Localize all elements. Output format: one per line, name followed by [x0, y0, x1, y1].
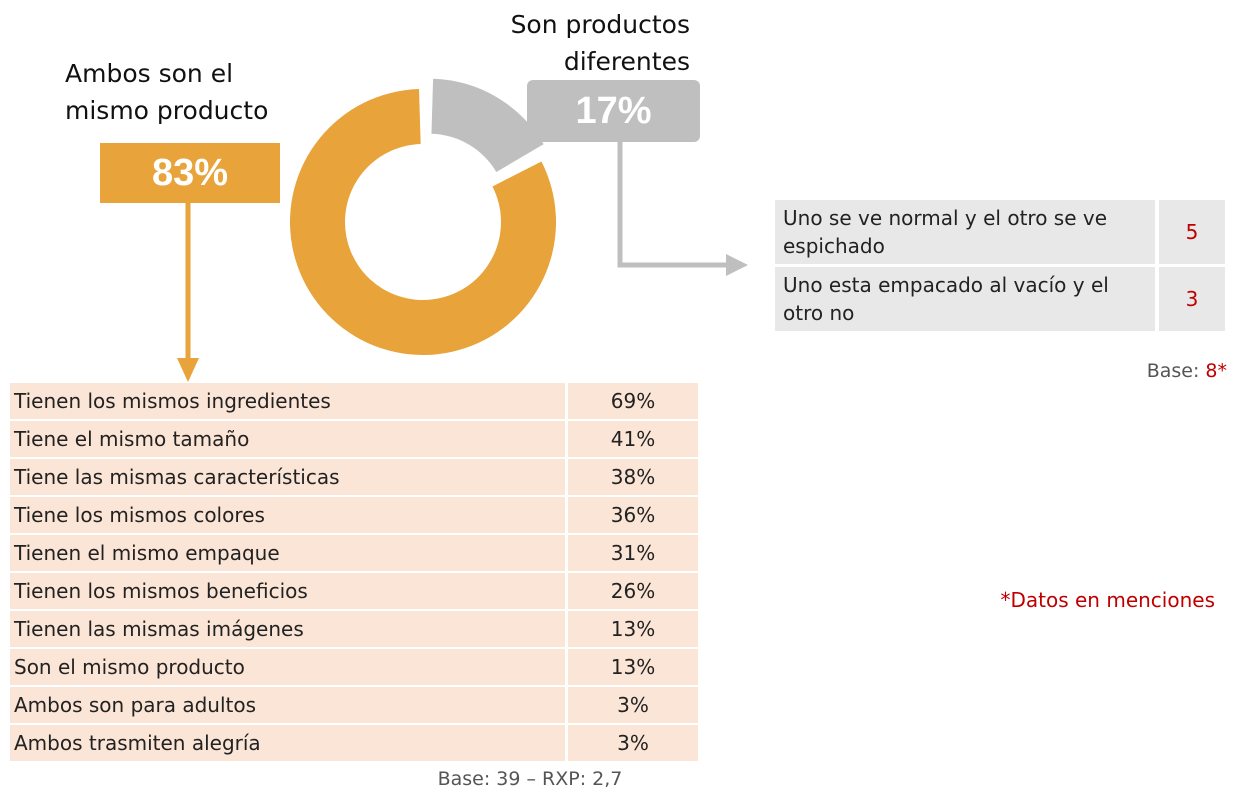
value-cell: 13% [565, 648, 698, 687]
label-cell: Uno se ve normal y el otro se ve espicha… [775, 200, 1157, 267]
base-value: 8* [1205, 360, 1227, 382]
row: Uno esta empacado al vacío y el otro no 3 [775, 265, 1225, 334]
value-cell: 36% [565, 496, 698, 535]
row: Tiene el mismo tamaño 41% [10, 420, 698, 459]
category-label: Ambos son el mismo producto [65, 59, 269, 125]
base: Base: 8* [1147, 360, 1227, 382]
differences-table: Uno se ve normal y el otro se ve espicha… [775, 200, 1225, 334]
arrow-head [726, 254, 748, 276]
label-cell: Tienen las mismas imágenes [10, 610, 567, 649]
row: Son el mismo producto 13% [10, 648, 698, 687]
arrow-line [617, 142, 728, 268]
label-cell: Ambos trasmiten alegría [10, 724, 567, 763]
label-cell: Tienen el mismo empaque [10, 534, 567, 573]
value-cell: 3 [1155, 265, 1225, 334]
base-label: Base: [1146, 360, 1200, 382]
value-cell: 5 [1155, 200, 1225, 267]
label-cell: Tiene las mismas características [10, 458, 567, 497]
row: Tienen las mismas imágenes 13% [10, 610, 698, 649]
row: Tienen el mismo empaque 31% [10, 534, 698, 573]
donut-slice [431, 78, 544, 173]
value-cell: 13% [565, 610, 698, 649]
label-cell: Tiene los mismos colores [10, 496, 567, 535]
value-label: 17% [527, 80, 700, 142]
label-cell: Ambos son para adultos [10, 686, 567, 725]
value-cell: 31% [565, 534, 698, 573]
donut-slice [290, 89, 556, 355]
label-cell: Tiene el mismo tamaño [10, 420, 567, 459]
value-cell: 3% [565, 724, 698, 763]
value-cell: 38% [565, 458, 698, 497]
category-label: Son productos diferentes [510, 10, 690, 76]
label-cell: Tienen los mismos beneficios [10, 572, 567, 611]
arrow-head [177, 358, 199, 382]
value-cell: 41% [565, 420, 698, 459]
label-cell: Tienen los mismos ingredientes [10, 383, 567, 421]
value-label: 83% [100, 143, 280, 203]
similarities-table: Tienen los mismos ingredientes 69% Tiene e… [10, 383, 698, 763]
row: Tienen los mismos ingredientes 69% [10, 383, 698, 421]
row: Uno se ve normal y el otro se ve espicha… [775, 200, 1225, 267]
label-cell: Uno esta empacado al vacío y el otro no [775, 265, 1157, 334]
value-cell: 26% [565, 572, 698, 611]
note: *Datos en menciones [1000, 588, 1215, 612]
value-cell: 3% [565, 686, 698, 725]
base: Base: 39 – RXP: 2,7 [437, 768, 623, 790]
row: Ambos son para adultos 3% [10, 686, 698, 725]
row: Tienen los mismos beneficios 26% [10, 572, 698, 611]
label-cell: Son el mismo producto [10, 648, 567, 687]
row: Tiene las mismas características 38% [10, 458, 698, 497]
value-cell: 69% [565, 383, 698, 421]
row: Tiene los mismos colores 36% [10, 496, 698, 535]
row: Ambos trasmiten alegría 3% [10, 724, 698, 763]
